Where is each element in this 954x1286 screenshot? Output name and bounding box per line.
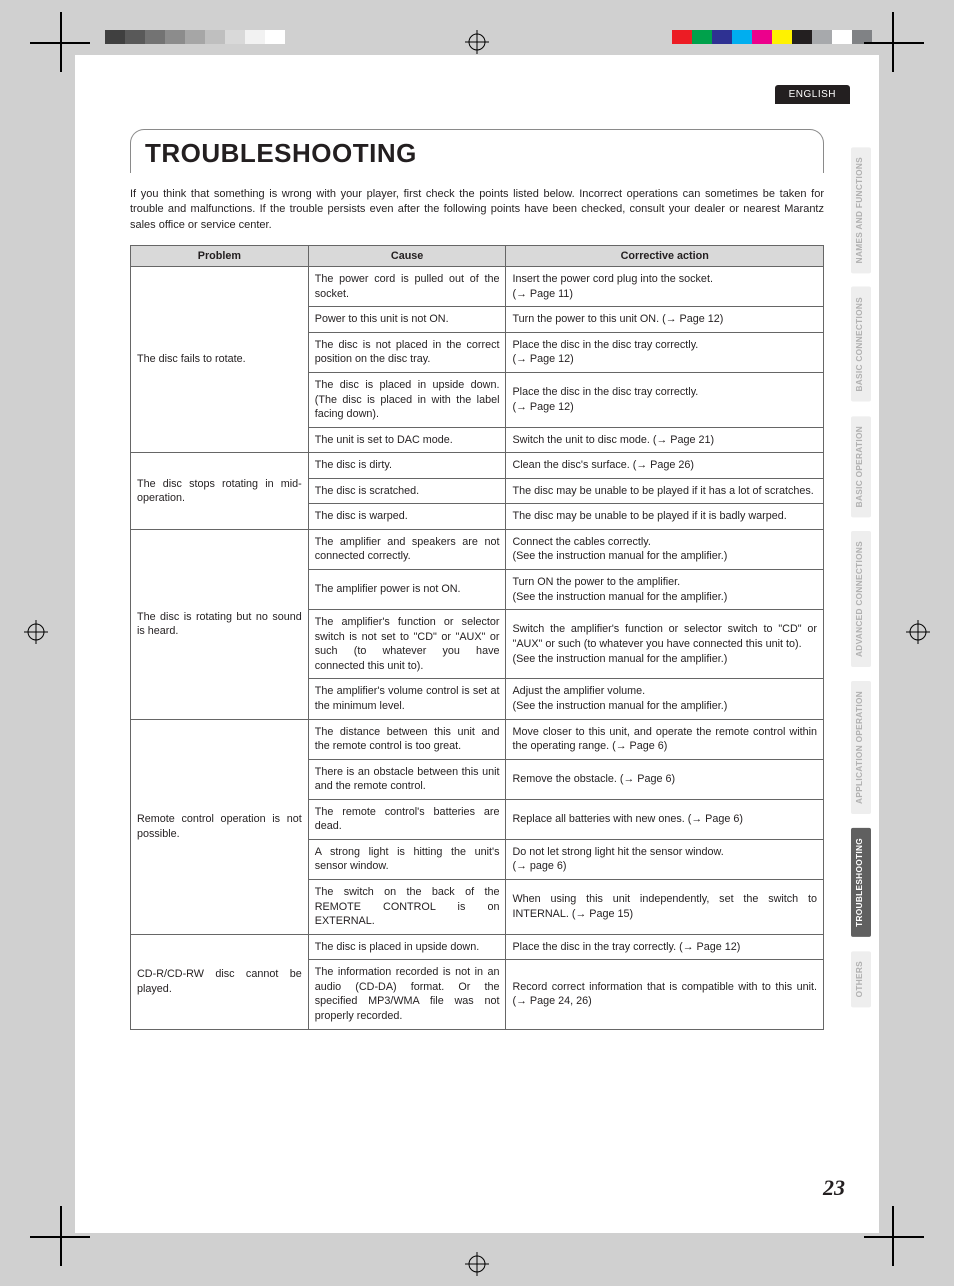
side-tab[interactable]: OTHERS xyxy=(851,951,871,1007)
cell-problem: The disc is rotating but no sound is hea… xyxy=(131,529,309,719)
cell-action: Turn ON the power to the amplifier.(See … xyxy=(506,570,824,610)
cell-problem: The disc stops rotating in mid-operation… xyxy=(131,453,309,530)
cell-action: The disc may be unable to be played if i… xyxy=(506,478,824,504)
cell-action: Insert the power cord plug into the sock… xyxy=(506,267,824,307)
cell-cause: The unit is set to DAC mode. xyxy=(308,427,506,453)
cell-cause: Power to this unit is not ON. xyxy=(308,307,506,333)
cell-action: Do not let strong light hit the sensor w… xyxy=(506,839,824,879)
cell-cause: The disc is placed in upside down. xyxy=(308,934,506,960)
cell-action: Move closer to this unit, and operate th… xyxy=(506,719,824,759)
side-tab[interactable]: BASIC OPERATION xyxy=(851,416,871,517)
th-cause: Cause xyxy=(308,246,506,267)
cell-cause: The disc is placed in upside down. (The … xyxy=(308,372,506,427)
cell-cause: The power cord is pulled out of the sock… xyxy=(308,267,506,307)
page-number: 23 xyxy=(823,1175,845,1201)
side-tab[interactable]: APPLICATION OPERATION xyxy=(851,681,871,814)
cell-cause: The information recorded is not in an au… xyxy=(308,960,506,1029)
cell-cause: The disc is dirty. xyxy=(308,453,506,479)
cell-cause: The disc is warped. xyxy=(308,504,506,530)
cell-cause: The switch on the back of the REMOTE CON… xyxy=(308,880,506,935)
cell-action: Remove the obstacle. (→ Page 6) xyxy=(506,759,824,799)
section-title-container: TROUBLESHOOTING xyxy=(130,129,824,173)
table-row: CD-R/CD-RW disc cannot be played.The dis… xyxy=(131,934,824,960)
cell-action: Switch the amplifier's function or selec… xyxy=(506,610,824,679)
cell-action: Connect the cables correctly.(See the in… xyxy=(506,529,824,569)
printer-color-bars-right xyxy=(672,30,872,44)
cell-cause: A strong light is hitting the unit's sen… xyxy=(308,839,506,879)
table-body: The disc fails to rotate.The power cord … xyxy=(131,267,824,1029)
side-tab[interactable]: NAMES AND FUNCTIONS xyxy=(851,147,871,273)
cell-cause: The amplifier and speakers are not conne… xyxy=(308,529,506,569)
cell-action: Place the disc in the disc tray correctl… xyxy=(506,332,824,372)
cell-action: Switch the unit to disc mode. (→ Page 21… xyxy=(506,427,824,453)
cell-action: Adjust the amplifier volume.(See the ins… xyxy=(506,679,824,719)
th-problem: Problem xyxy=(131,246,309,267)
cell-action: Replace all batteries with new ones. (→ … xyxy=(506,799,824,839)
table-row: Remote control operation is not possible… xyxy=(131,719,824,759)
language-tag: ENGLISH xyxy=(775,85,850,104)
cell-cause: The disc is not placed in the correct po… xyxy=(308,332,506,372)
printer-color-bars-left xyxy=(105,30,285,44)
cell-cause: The distance between this unit and the r… xyxy=(308,719,506,759)
cell-action: Clean the disc's surface. (→ Page 26) xyxy=(506,453,824,479)
cell-action: Turn the power to this unit ON. (→ Page … xyxy=(506,307,824,333)
side-tab[interactable]: BASIC CONNECTIONS xyxy=(851,287,871,402)
registration-mark-left xyxy=(24,620,48,644)
registration-mark-right xyxy=(906,620,930,644)
cell-problem: CD-R/CD-RW disc cannot be played. xyxy=(131,934,309,1029)
table-row: The disc stops rotating in mid-operation… xyxy=(131,453,824,479)
registration-mark-bottom xyxy=(465,1252,489,1276)
cell-problem: Remote control operation is not possible… xyxy=(131,719,309,934)
cell-cause: The remote control's batteries are dead. xyxy=(308,799,506,839)
cell-cause: The amplifier's function or selector swi… xyxy=(308,610,506,679)
cell-problem: The disc fails to rotate. xyxy=(131,267,309,453)
side-tab[interactable]: ADVANCED CONNECTIONS xyxy=(851,531,871,667)
th-action: Corrective action xyxy=(506,246,824,267)
cell-cause: The amplifier's volume control is set at… xyxy=(308,679,506,719)
cell-cause: The disc is scratched. xyxy=(308,478,506,504)
cell-cause: There is an obstacle between this unit a… xyxy=(308,759,506,799)
intro-paragraph: If you think that something is wrong wit… xyxy=(130,187,824,233)
side-tab[interactable]: TROUBLESHOOTING xyxy=(851,828,871,937)
cell-cause: The amplifier power is not ON. xyxy=(308,570,506,610)
table-row: The disc fails to rotate.The power cord … xyxy=(131,267,824,307)
table-row: The disc is rotating but no sound is hea… xyxy=(131,529,824,569)
side-tabs: NAMES AND FUNCTIONS BASIC CONNECTIONS BASI… xyxy=(851,147,871,1007)
cell-action: Place the disc in the disc tray correctl… xyxy=(506,372,824,427)
troubleshooting-table: Problem Cause Corrective action The disc… xyxy=(130,245,824,1029)
cell-action: Place the disc in the tray correctly. (→… xyxy=(506,934,824,960)
cell-action: Record correct information that is compa… xyxy=(506,960,824,1029)
cell-action: The disc may be unable to be played if i… xyxy=(506,504,824,530)
registration-mark-top xyxy=(465,30,489,54)
page: NAMES AND FUNCTIONS BASIC CONNECTIONS BASI… xyxy=(75,55,879,1233)
cell-action: When using this unit independently, set … xyxy=(506,880,824,935)
section-title: TROUBLESHOOTING xyxy=(145,138,809,169)
